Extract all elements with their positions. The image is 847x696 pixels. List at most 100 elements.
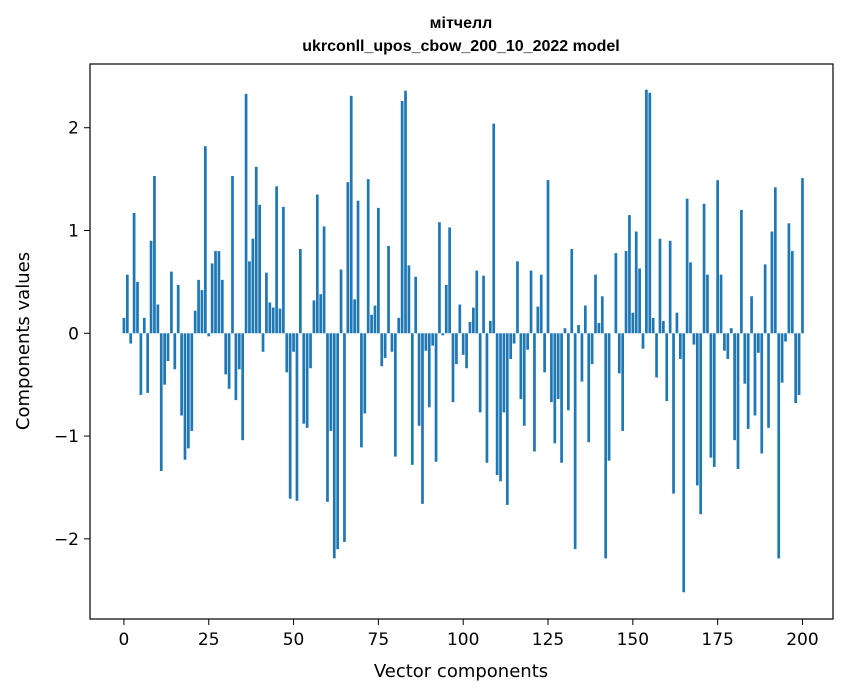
bar [278,308,282,334]
bar [512,333,516,344]
bar [570,249,574,334]
bar [227,333,231,389]
bar [624,251,628,334]
bar [142,317,146,334]
bar [414,276,418,334]
bar [712,333,716,467]
bar [492,123,496,334]
bar [383,333,387,358]
x-tick-label: 200 [786,630,818,650]
bar [757,333,760,353]
bar [587,333,591,443]
bar [234,333,238,401]
x-tick-label: 100 [447,630,479,650]
bar [539,274,543,334]
bar [393,333,397,457]
bar [794,333,798,404]
bar [784,333,787,342]
bar [438,222,441,334]
bar [675,312,679,334]
x-axis-label: Vector components [374,661,548,682]
bar [224,333,228,375]
bar [210,263,214,334]
bar [692,333,696,345]
bar [556,333,560,400]
bar [153,176,156,334]
bar [214,251,217,334]
y-axis-ticks: −2 −1 0 1 2 [54,119,90,550]
bar [662,320,665,334]
bar [248,261,251,334]
bar [417,333,421,426]
y-tick-label: 0 [68,324,79,344]
bar [298,249,302,334]
bar [780,333,784,383]
bar [176,284,180,334]
bar [550,333,553,403]
bar [387,245,390,334]
bar [309,333,312,369]
bar [129,333,133,344]
bar [346,182,350,334]
bar [695,333,699,486]
bar [166,333,170,362]
bar [380,333,384,367]
bar [455,333,458,365]
bar [563,328,567,334]
bar [159,333,163,471]
bar [505,333,509,505]
bar [332,333,336,559]
bar [482,275,485,334]
bar [567,333,570,411]
bar [767,333,770,428]
bar [607,333,611,461]
bar [478,333,482,413]
bar [577,325,580,334]
bar [139,333,143,395]
bar [533,333,536,452]
bar [740,209,743,334]
bar [125,274,129,334]
bar [773,187,777,334]
bar [326,333,329,502]
bar [261,333,265,352]
bar [292,333,295,352]
bar [472,307,475,334]
bar [315,194,319,334]
bar [465,333,468,369]
x-tick-label: 175 [701,630,733,650]
bar [729,328,733,334]
bar [770,231,774,334]
bar [363,333,367,414]
bar [621,333,625,431]
bar [312,300,316,334]
bar [763,264,767,334]
bar [251,238,255,334]
bar [441,333,445,336]
bar [580,333,584,382]
bar [645,89,648,334]
bar [271,307,275,334]
bar [190,333,194,431]
x-tick-label: 75 [368,630,390,650]
y-tick-label: −2 [54,530,79,550]
bar [590,333,594,365]
bar [790,251,794,334]
bar [370,314,373,334]
bar [553,333,557,444]
x-tick-label: 150 [617,630,649,650]
bar [183,333,187,460]
bar [258,204,261,334]
bar [634,231,638,334]
bar [617,333,621,374]
bar [282,206,285,334]
bar [275,186,278,334]
bar [451,333,455,403]
bar [519,333,523,400]
bar [149,240,153,334]
bar [400,101,404,334]
bar [343,333,346,542]
bar [349,95,353,334]
bar [702,203,706,334]
